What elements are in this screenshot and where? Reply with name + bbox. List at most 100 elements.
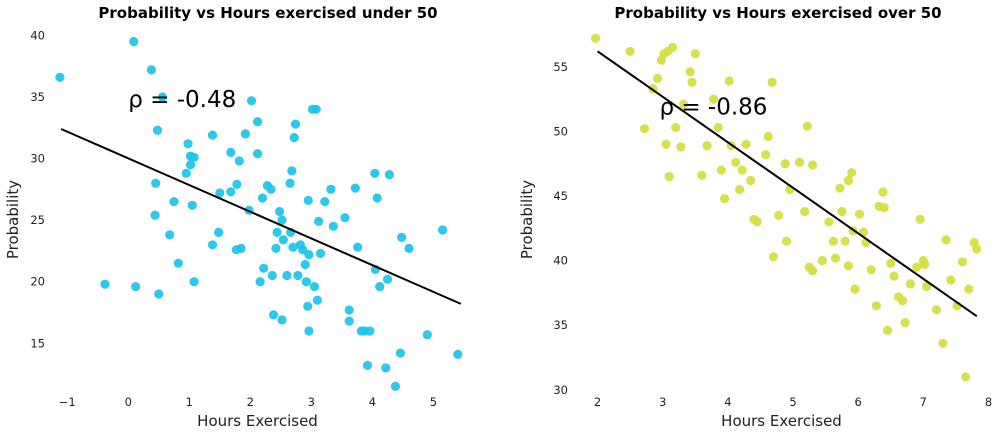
data-point [780,159,790,169]
data-point [882,325,893,335]
data-point [234,156,244,166]
data-point [207,130,218,140]
data-point [293,270,303,281]
data-point [752,217,762,227]
data-point [154,289,164,299]
data-point [761,150,771,160]
data-point [246,96,257,106]
data-point [685,67,695,77]
data-point [879,203,889,213]
data-point [314,216,324,226]
data-point [300,259,310,270]
data-point [720,194,730,204]
data-point [961,372,971,382]
x-tick-label: 5 [789,395,796,409]
data-point [303,195,313,205]
data-point [774,210,784,220]
x-tick-label: 3 [308,395,315,409]
data-point [275,206,285,217]
data-point [840,236,850,246]
data-point [671,122,681,133]
data-point [298,245,308,255]
data-point [741,139,751,149]
data-point [340,213,350,223]
x-tick-label: 4 [724,395,731,409]
data-point [724,76,734,86]
data-point [383,274,393,284]
data-point [912,262,922,272]
data-point [837,206,847,217]
data-point [900,318,910,328]
data-point [808,160,818,170]
data-point [152,125,163,135]
data-point [878,187,888,197]
data-point [390,381,401,391]
data-point [716,165,726,175]
data-point [808,266,818,276]
data-point [232,179,242,189]
x-tick-label: 5 [430,395,437,409]
data-point [395,348,405,358]
data-point [375,282,385,292]
data-point [835,183,845,193]
data-point [746,175,756,186]
data-point [941,235,951,245]
data-point [889,271,899,281]
data-point [304,250,314,260]
data-point [843,261,854,271]
chart-over-50: Probability vs Hours exercised over 50 2 3… [518,4,992,430]
data-point [676,142,686,152]
data-point [763,131,773,142]
chart-title: Probability vs Hours exercised under 50 [98,4,437,22]
data-point [131,282,141,292]
data-point [271,243,281,253]
y-tick-label: 40 [553,254,568,268]
data-point [129,36,139,47]
data-point [422,330,432,340]
data-point [226,147,236,157]
data-point [277,315,287,325]
data-point [173,258,183,268]
data-point [165,230,175,240]
y-tick-label: 40 [30,28,45,42]
data-point [687,77,697,87]
data-point [253,149,263,159]
x-tick-label: 2 [594,395,601,409]
data-point [309,282,319,292]
data-point [946,275,956,285]
data-point [625,46,635,56]
data-point [767,77,777,87]
data-point [817,256,827,266]
data-point [735,184,745,195]
chart-under-50: Probability vs Hours exercised under 50 −… [4,4,463,430]
data-point [690,49,700,59]
data-point [437,225,448,235]
data-point [920,259,930,270]
data-point [240,129,250,139]
chart-title: Probability vs Hours exercised over 50 [614,4,941,22]
correlation-annotation: ρ = -0.86 [659,95,767,121]
data-point [226,187,236,197]
y-tick-label: 35 [553,318,568,332]
data-point [311,104,321,114]
data-point [268,310,279,320]
x-tick-label: 3 [659,395,666,409]
data-point [365,326,375,336]
data-point [847,168,857,178]
data-point [972,244,982,254]
data-point [183,139,193,149]
data-point [344,316,354,326]
data-point [731,157,741,167]
data-point [370,168,380,178]
data-point [214,227,224,237]
data-point [957,257,968,267]
y-tick-label: 45 [553,189,568,203]
data-point [277,215,287,225]
data-point [55,72,65,82]
x-tick-label: 2 [247,395,254,409]
y-axis-label: Probability [518,180,536,259]
data-point [922,281,932,292]
data-point [267,270,277,281]
data-point [289,133,299,143]
